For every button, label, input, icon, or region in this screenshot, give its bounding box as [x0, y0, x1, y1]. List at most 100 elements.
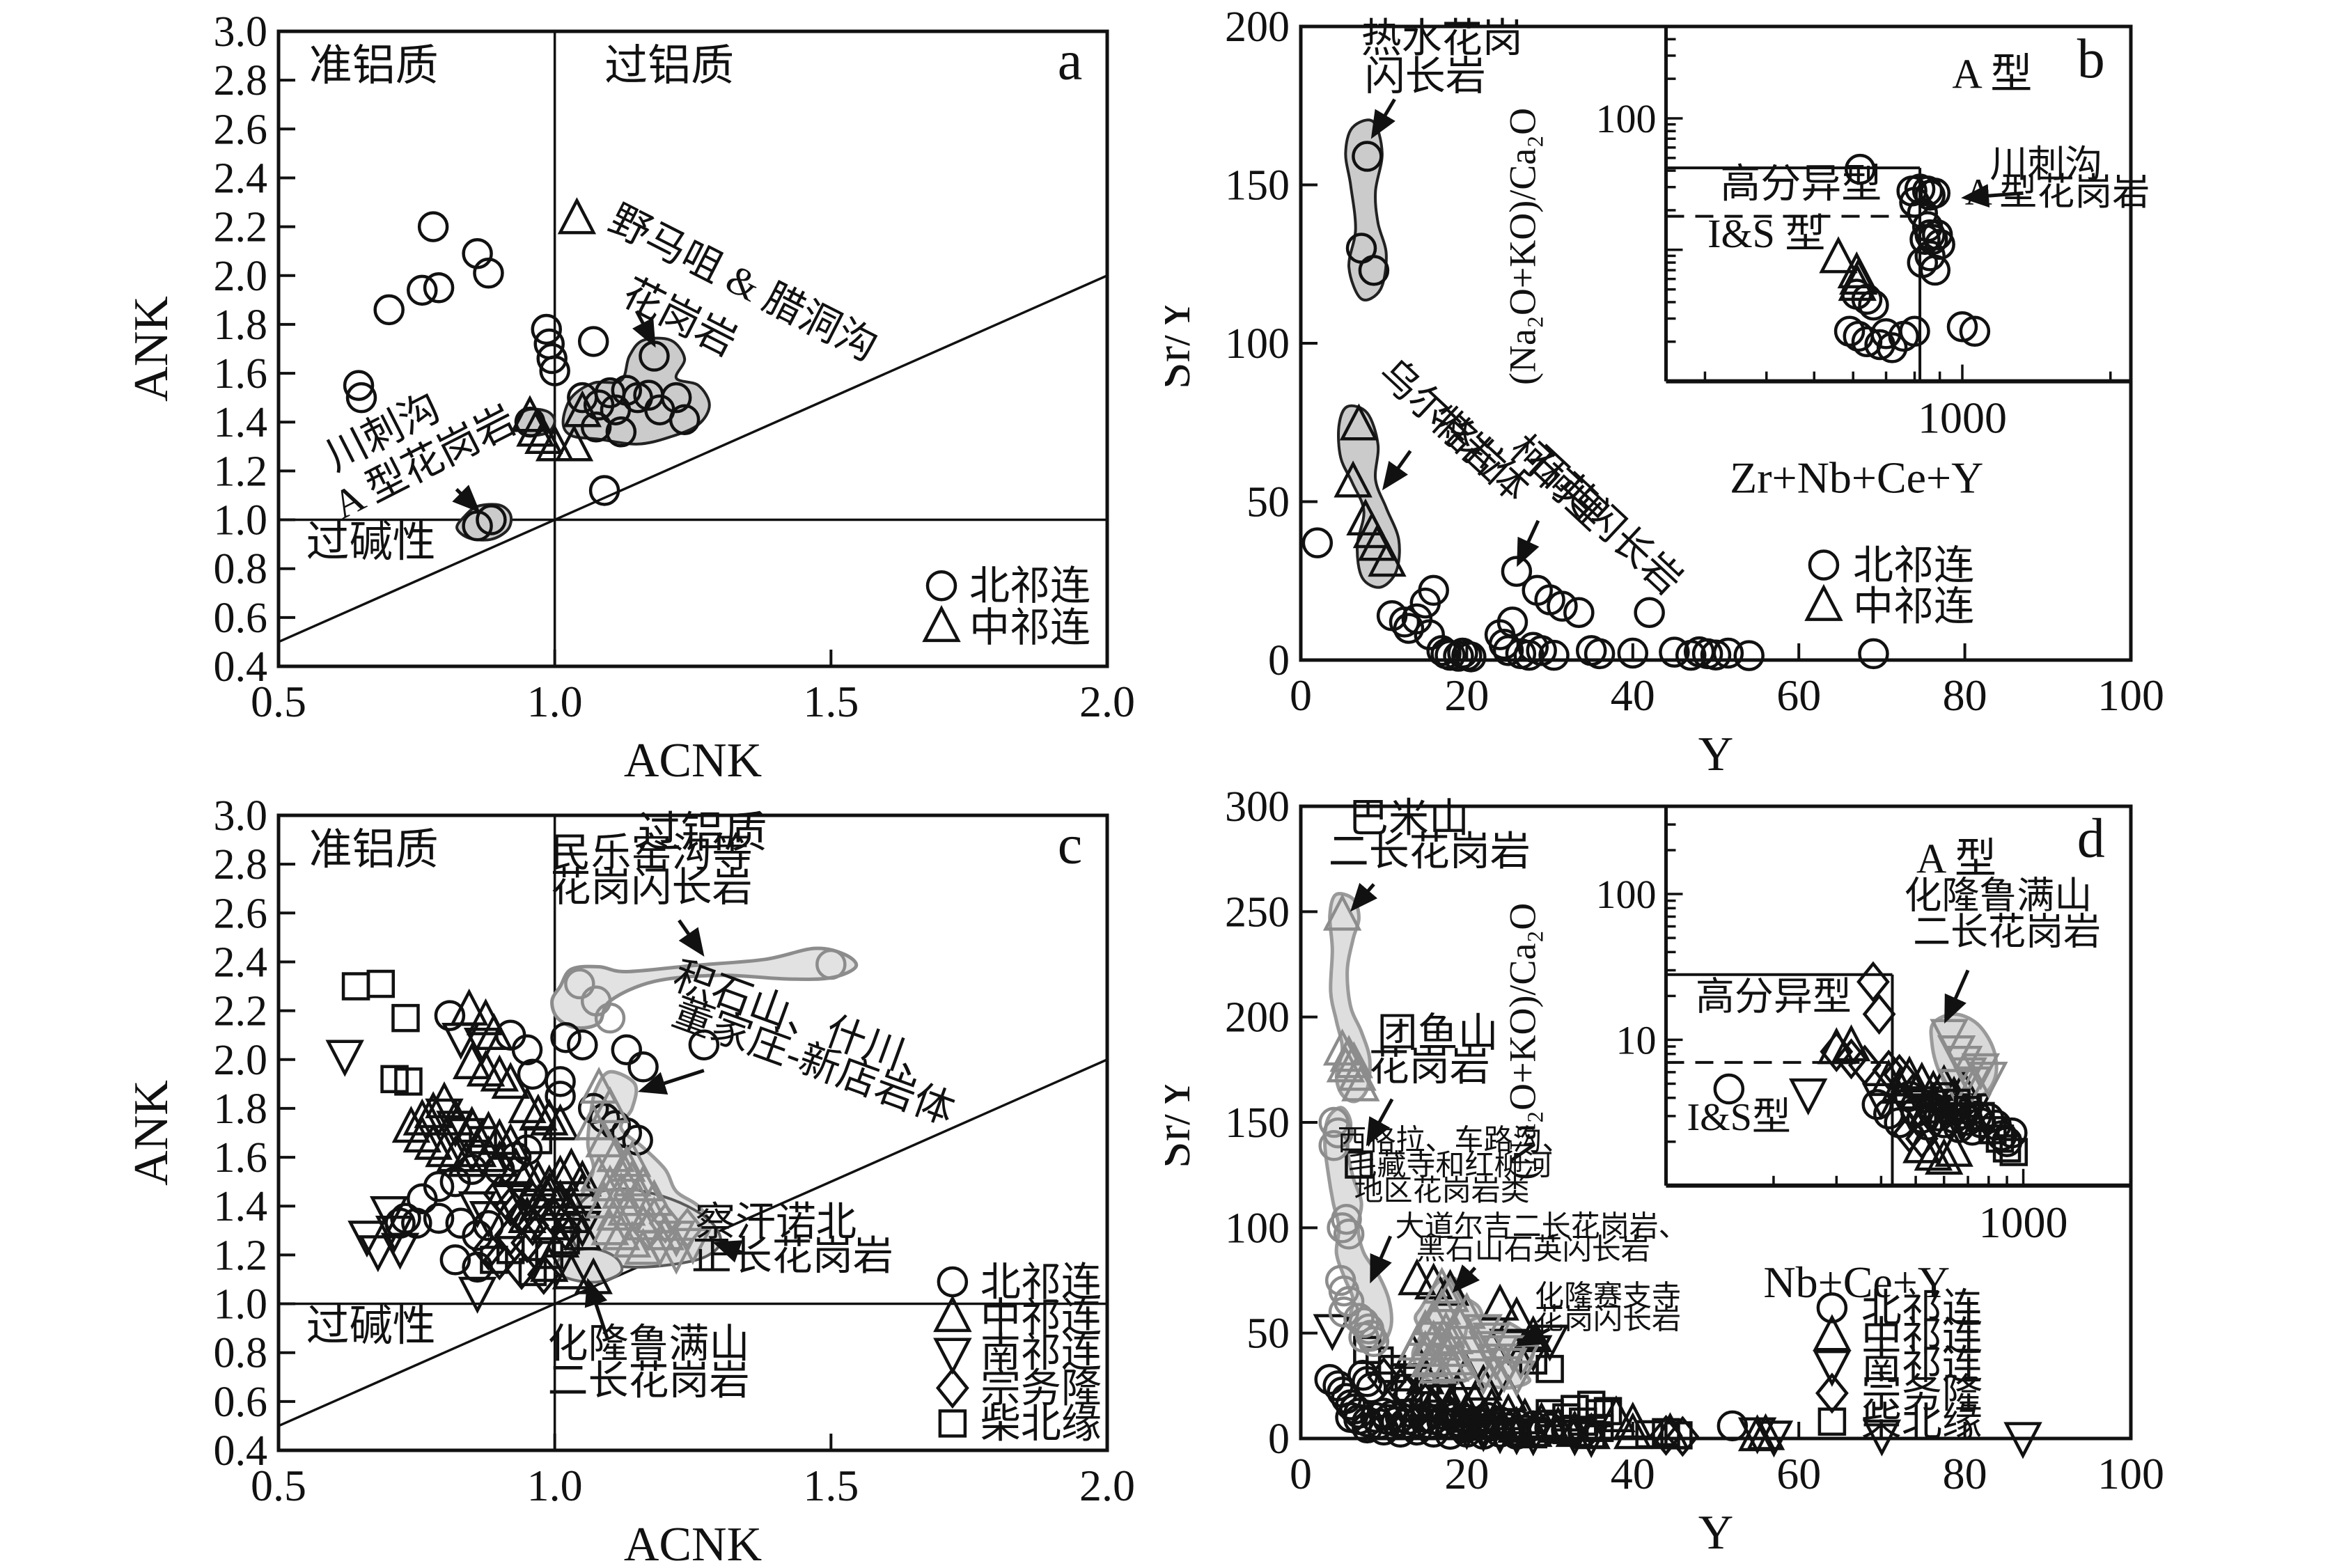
bamishan-members-point: [1338, 1053, 1377, 1091]
tuanyushan-members-point: [1328, 1296, 1360, 1328]
beiqilian-point: [536, 343, 568, 375]
zhongqilian-point: [447, 1140, 486, 1177]
y-tick-label: 150: [1225, 1099, 1290, 1147]
y-tick-label: 1.6: [214, 350, 268, 398]
inset-beiqilian-point: [1919, 254, 1951, 286]
tuanyushan-members-point: [1322, 1117, 1354, 1149]
zhongqilian-point: [530, 1245, 569, 1283]
region-label: 准铝质: [309, 826, 439, 874]
beiqilian-point: [407, 1183, 438, 1214]
panel-letter: b: [2077, 29, 2105, 90]
minle-members-point: [815, 948, 847, 980]
beiqilian-gray-point: [1358, 255, 1390, 286]
chaibeiyuan-point: [391, 1003, 420, 1033]
legend-中祁连-symbol: [1813, 1314, 1852, 1351]
legend-北祁连-label: 北祁连: [1853, 543, 1974, 588]
bamishan-members-point: [1341, 1064, 1380, 1101]
zongwulong-point: [1408, 1381, 1442, 1424]
inset-beiqilian-point: [1909, 224, 1941, 256]
annotation-label: 毛藏寺和红柳河: [1348, 1150, 1553, 1182]
y-tick-label: 1.6: [214, 1134, 268, 1182]
zongwulong-point: [1433, 1395, 1467, 1436]
jishishan-members-point: [591, 1164, 630, 1202]
inset-zhongqilian-point: [1839, 258, 1878, 295]
annotation-arrow: [637, 1069, 705, 1095]
inset-beiqilian-point: [1864, 329, 1895, 361]
inset-beiqilian-point: [1845, 153, 1876, 185]
beiqilian-point: [1401, 1414, 1433, 1446]
legend-中祁连-label: 中祁连: [980, 1295, 1102, 1340]
tuanyushan-members-point: [1358, 1326, 1390, 1358]
zhongqilian-point: [510, 395, 549, 432]
zhongqilian-point: [402, 1098, 441, 1136]
zhongqilian-point: [497, 1147, 535, 1184]
beiqilian-point: [1712, 637, 1744, 669]
chaibeiyuan-point: [535, 1241, 563, 1269]
annotation-label: 察汗诺北: [695, 1199, 857, 1244]
y-tick-label: 0.8: [214, 546, 268, 593]
chahan-members-d-point: [671, 1207, 704, 1249]
beiqilian-point: [550, 1021, 581, 1053]
x-tick-label: 20: [1444, 671, 1489, 720]
beiqilian-point: [373, 294, 405, 326]
legend-中祁连-symbol: [922, 605, 961, 643]
zhongqilian-point: [1368, 540, 1407, 577]
y-axis-title: ANK: [125, 296, 178, 402]
bamishan-field: [1328, 892, 1372, 1104]
zhongqilian-point: [480, 1118, 519, 1155]
zongwulong-point: [483, 1239, 517, 1280]
panel-a: 0.4 0.6 0.8 1.0 1.2 1.4 1.6 1.8 2.0 2.2 2.4 2.6 2.8 3…: [0, 0, 1165, 784]
inset-hualong-members-point: [1969, 1061, 2008, 1099]
beiqilian-point: [417, 211, 449, 242]
inset-nanqilian-point: [1788, 1078, 1828, 1116]
panel-d: 0 50 100 150 200 250 300 0 20 40 60 80 100 Y Sr/Y 巴米山 二长…: [1165, 784, 2330, 1568]
dadaoerji-members-point: [1398, 1323, 1437, 1361]
y-tick-label: 200: [1225, 3, 1290, 51]
inset-beiqilian-point: [1914, 219, 1946, 251]
chaibeiyuan-point: [1577, 1390, 1606, 1419]
inset-chaibeiyuan-point: [1978, 1115, 2007, 1145]
chaibeiyuan-point: [341, 972, 370, 1001]
x-tick-label: 80: [1943, 671, 1987, 720]
zhongqilian-point: [540, 1154, 580, 1192]
panel-d-chart: 0 50 100 150 200 250 300 0 20 40 60 80 100 Y Sr/Y 巴米山二长…: [1165, 784, 2164, 1560]
annotation-arrow: [1382, 450, 1412, 491]
y-tick-label: 150: [1225, 162, 1290, 210]
beiqilian-point: [531, 313, 563, 345]
annotation-label: 二长花岗岩: [548, 1358, 750, 1403]
legend-宗务隆-label: 宗务隆: [980, 1366, 1102, 1411]
inset-chaibeiyuan-series: [1930, 1082, 2028, 1166]
nanqilian-point: [447, 1118, 486, 1155]
beiqilian-point: [407, 274, 438, 306]
zhongqilian-point: [414, 1122, 453, 1160]
inset-zongwulong-point: [1856, 961, 1890, 1003]
chahan-members-point: [640, 1230, 680, 1268]
y-tick-label: 3.0: [214, 8, 268, 56]
zhongqilian-point: [563, 390, 602, 428]
annotation-label: 闪长岩: [1365, 54, 1486, 99]
plot-border: [1299, 24, 2133, 662]
zhongqilian-point: [563, 1213, 602, 1251]
inset-x-tick-label: 1000: [1918, 393, 2007, 443]
y-tick-label: 2.2: [214, 204, 268, 251]
beiqilian-point: [517, 1058, 549, 1090]
chaibeiyuan-point: [1519, 1420, 1548, 1449]
x-tick-label: 60: [1776, 1449, 1821, 1498]
y-tick-label: 0.4: [214, 1427, 268, 1475]
beiqilian-point: [434, 1000, 466, 1031]
plot-border: [276, 29, 1109, 668]
beiqilian-point: [688, 1029, 720, 1060]
inset-y-axis-title: (Na₂O+KO)/Ca₂O: [1501, 108, 1543, 385]
annotation-arrow: [452, 485, 480, 513]
inset-field-label: 高分异型: [1696, 976, 1852, 1019]
x-tick-label: 0: [1290, 671, 1312, 720]
jishishan-members-point: [623, 1164, 663, 1202]
beiqilian-point: [660, 382, 692, 414]
nanqilian-point: [380, 1232, 420, 1270]
beiqilian-point: [1335, 1389, 1366, 1420]
y-tick-label: 300: [1225, 784, 1290, 831]
inset-annotation-arrow: [1944, 969, 1970, 1024]
beiqilian-point: [1858, 638, 1889, 670]
